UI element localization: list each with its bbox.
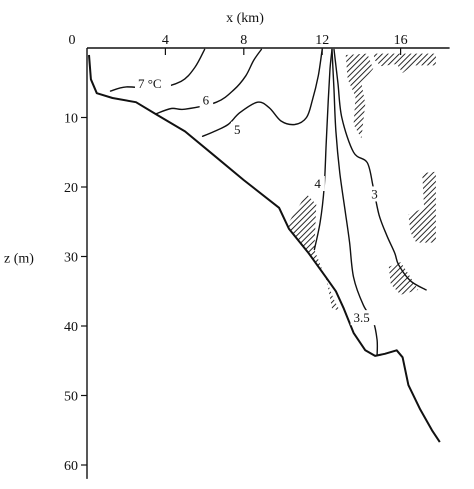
z-tick-label: 50 — [64, 390, 78, 405]
isotherm-label: 7 °C — [138, 76, 162, 91]
isotherm-label: 3 — [371, 186, 378, 201]
isotherm-label: 5 — [234, 122, 241, 137]
z-tick-label: 30 — [64, 251, 78, 266]
hatched-region — [286, 194, 340, 311]
isotherm-line — [331, 48, 379, 356]
isotherm-label: 6 — [203, 93, 210, 108]
isotherm-label-background — [134, 75, 171, 91]
x-tick-label: 0 — [69, 33, 76, 48]
z-tick-label: 20 — [64, 181, 78, 196]
contour-labels: 7 °C 6 5 4 3.5 3 — [134, 75, 382, 326]
z-tick-label: 10 — [64, 112, 78, 127]
sea-bottom-line — [88, 54, 441, 443]
isotherm-label: 4 — [314, 176, 321, 191]
axes: 0 4 8 12 16 10 20 30 40 50 60 x (km) z (m) — [4, 11, 450, 479]
isotherm-line — [333, 48, 427, 291]
z-tick-label: 40 — [64, 320, 78, 335]
z-axis-title: z (m) — [4, 252, 34, 267]
isotherm-contours — [109, 48, 427, 356]
sea-bottom-profile — [88, 54, 441, 443]
isotherm-line — [154, 48, 263, 115]
hatched-regions — [286, 53, 436, 311]
hatched-region — [345, 53, 374, 139]
isotherm-label-background — [311, 176, 325, 191]
hatched-region — [408, 171, 436, 243]
x-tick-label: 8 — [240, 33, 247, 48]
isotherm-line — [313, 48, 333, 251]
isotherm-label-background — [350, 310, 380, 326]
isotherm-label-background — [231, 121, 245, 137]
isotherm-label-background — [368, 186, 382, 202]
x-tick-label: 12 — [315, 33, 329, 48]
x-tick-label: 4 — [162, 33, 169, 48]
hatched-region — [373, 53, 436, 73]
x-tick-label: 16 — [394, 33, 408, 48]
x-axis-title: x (km) — [226, 11, 264, 26]
isotherm-line — [201, 48, 323, 137]
isotherm-label: 3.5 — [354, 310, 370, 325]
isotherm-label-background — [199, 92, 214, 108]
hatched-region — [388, 262, 419, 295]
z-tick-label: 60 — [64, 459, 78, 474]
